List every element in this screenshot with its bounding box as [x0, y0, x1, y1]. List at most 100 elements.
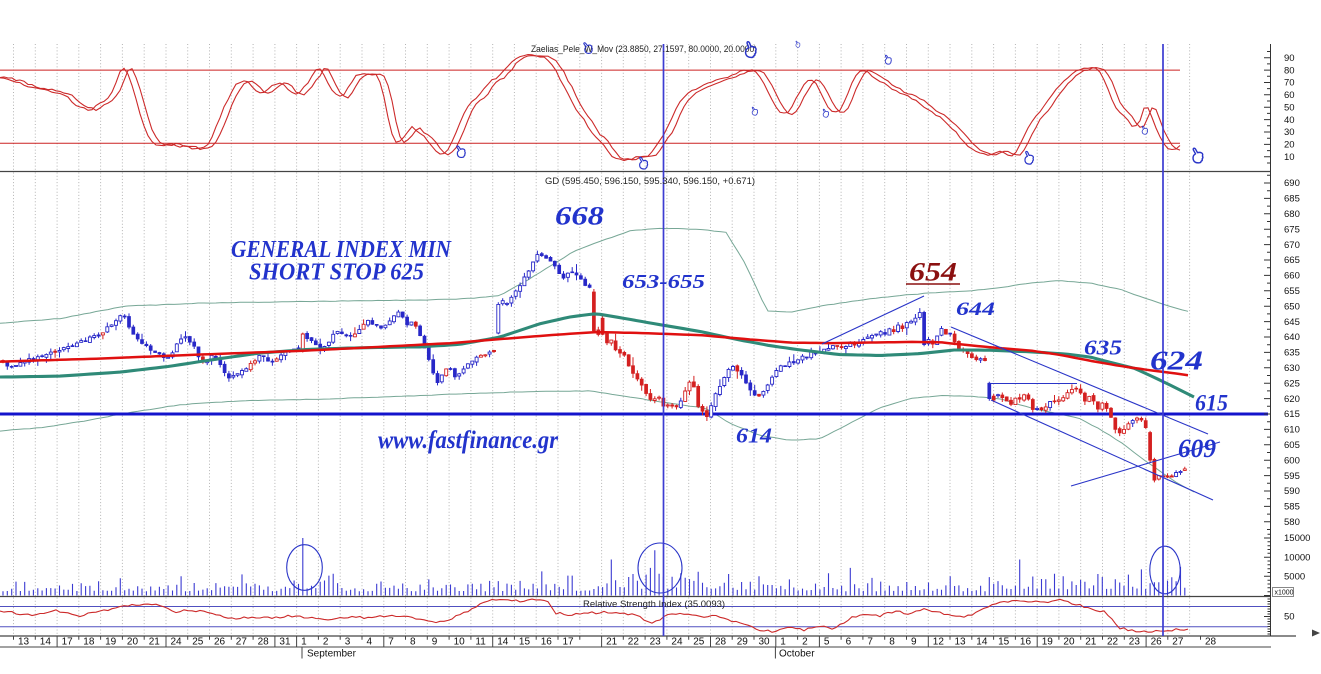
- svg-text:2: 2: [802, 637, 808, 648]
- svg-text:17: 17: [563, 637, 575, 648]
- svg-text:29: 29: [737, 637, 749, 648]
- svg-text:26: 26: [1151, 637, 1163, 648]
- svg-text:624: 624: [1150, 346, 1203, 376]
- svg-text:1: 1: [780, 637, 786, 648]
- svg-text:18: 18: [83, 637, 95, 648]
- svg-text:620: 620: [1284, 394, 1300, 405]
- svg-text:625: 625: [1284, 378, 1300, 389]
- svg-text:23: 23: [1129, 637, 1141, 648]
- svg-text:GD (595.450, 596.150, 595.340,: GD (595.450, 596.150, 595.340, 596.150, …: [545, 176, 755, 187]
- svg-text:14: 14: [40, 637, 52, 648]
- svg-text:October: October: [779, 649, 815, 660]
- svg-text:24: 24: [671, 637, 683, 648]
- svg-text:21: 21: [606, 637, 618, 648]
- svg-text:654: 654: [909, 258, 957, 287]
- svg-text:645: 645: [1284, 317, 1300, 328]
- svg-text:615: 615: [1284, 409, 1300, 420]
- svg-text:680: 680: [1284, 209, 1300, 220]
- svg-text:6: 6: [846, 637, 852, 648]
- svg-text:15: 15: [998, 637, 1010, 648]
- svg-text:13: 13: [18, 637, 30, 648]
- svg-text:27: 27: [1172, 637, 1184, 648]
- svg-text:16: 16: [541, 637, 553, 648]
- svg-text:668: 668: [555, 202, 604, 231]
- svg-text:Relative Strength Index (35.00: Relative Strength Index (35.0093): [583, 599, 725, 610]
- svg-text:670: 670: [1284, 240, 1300, 251]
- svg-text:28: 28: [258, 637, 270, 648]
- svg-text:4: 4: [367, 637, 373, 648]
- svg-text:14: 14: [497, 637, 509, 648]
- svg-text:635: 635: [1284, 348, 1300, 359]
- svg-text:2: 2: [323, 637, 329, 648]
- svg-text:www.fastfinance.gr: www.fastfinance.gr: [378, 427, 558, 454]
- svg-text:609: 609: [1178, 434, 1216, 463]
- svg-text:28: 28: [715, 637, 727, 648]
- svg-text:653-655: 653-655: [622, 271, 705, 293]
- svg-text:19: 19: [105, 637, 117, 648]
- svg-text:25: 25: [192, 637, 204, 648]
- svg-text:10: 10: [454, 637, 466, 648]
- svg-text:10000: 10000: [1284, 552, 1310, 563]
- svg-text:20: 20: [127, 637, 139, 648]
- svg-text:614: 614: [736, 424, 772, 448]
- svg-text:26: 26: [214, 637, 226, 648]
- svg-text:21: 21: [149, 637, 161, 648]
- svg-text:590: 590: [1284, 486, 1300, 497]
- svg-text:5000: 5000: [1284, 572, 1305, 583]
- svg-text:7: 7: [388, 637, 394, 648]
- svg-text:5: 5: [824, 637, 830, 648]
- svg-text:14: 14: [976, 637, 988, 648]
- svg-text:595: 595: [1284, 471, 1300, 482]
- svg-text:23: 23: [650, 637, 662, 648]
- svg-text:80: 80: [1284, 65, 1295, 76]
- svg-text:630: 630: [1284, 363, 1300, 374]
- svg-text:585: 585: [1284, 502, 1300, 513]
- svg-text:9: 9: [432, 637, 438, 648]
- svg-text:15: 15: [519, 637, 531, 648]
- svg-text:9: 9: [911, 637, 917, 648]
- svg-text:1: 1: [301, 637, 307, 648]
- svg-text:11: 11: [475, 637, 486, 648]
- svg-text:10: 10: [1284, 152, 1295, 163]
- svg-text:Zaelias_Pele_W_Mov (23.8850, 2: Zaelias_Pele_W_Mov (23.8850, 27.1597, 80…: [531, 44, 757, 55]
- svg-text:22: 22: [628, 637, 640, 648]
- svg-text:16: 16: [1020, 637, 1032, 648]
- svg-text:8: 8: [410, 637, 416, 648]
- svg-text:70: 70: [1284, 78, 1295, 89]
- svg-text:28: 28: [1205, 637, 1217, 648]
- svg-text:600: 600: [1284, 455, 1300, 466]
- svg-text:13: 13: [955, 637, 967, 648]
- svg-text:31: 31: [279, 637, 291, 648]
- svg-text:605: 605: [1284, 440, 1300, 451]
- svg-text:635: 635: [1084, 336, 1122, 360]
- svg-text:19: 19: [1042, 637, 1054, 648]
- svg-text:40: 40: [1284, 115, 1295, 126]
- svg-text:20: 20: [1284, 140, 1295, 151]
- svg-text:15000: 15000: [1284, 533, 1310, 544]
- svg-text:8: 8: [889, 637, 895, 648]
- svg-text:690: 690: [1284, 178, 1300, 189]
- svg-text:660: 660: [1284, 271, 1300, 282]
- svg-text:60: 60: [1284, 90, 1295, 101]
- svg-text:50: 50: [1284, 102, 1295, 113]
- svg-text:SHORT STOP 625: SHORT STOP 625: [249, 260, 424, 286]
- svg-text:21: 21: [1085, 637, 1097, 648]
- svg-text:12: 12: [933, 637, 945, 648]
- svg-text:650: 650: [1284, 301, 1300, 312]
- svg-text:644: 644: [956, 299, 995, 320]
- svg-text:25: 25: [693, 637, 705, 648]
- svg-text:24: 24: [171, 637, 183, 648]
- svg-text:x1000: x1000: [1275, 590, 1294, 597]
- svg-text:27: 27: [236, 637, 248, 648]
- svg-text:675: 675: [1284, 224, 1300, 235]
- svg-text:17: 17: [62, 637, 74, 648]
- svg-text:30: 30: [759, 637, 771, 648]
- svg-text:685: 685: [1284, 194, 1300, 205]
- svg-text:7: 7: [867, 637, 873, 648]
- svg-text:3: 3: [345, 637, 351, 648]
- svg-text:615: 615: [1195, 391, 1228, 416]
- svg-text:September: September: [307, 649, 357, 660]
- svg-text:22: 22: [1107, 637, 1119, 648]
- svg-text:50: 50: [1284, 612, 1295, 623]
- svg-text:665: 665: [1284, 255, 1300, 266]
